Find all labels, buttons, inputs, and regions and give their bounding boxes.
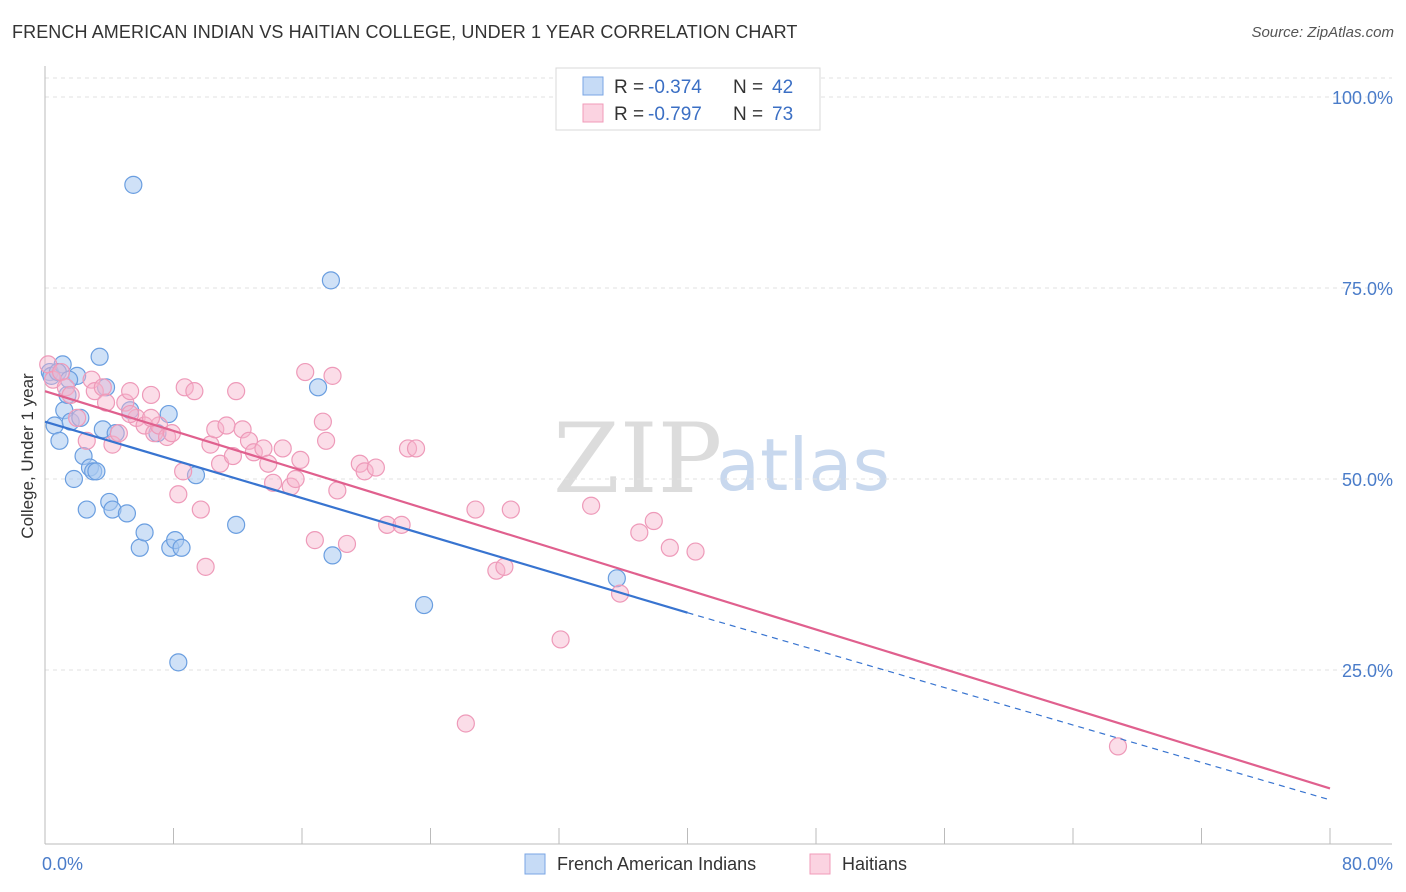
trend-lines: [44, 390, 1331, 801]
haitians-point-64: [582, 496, 601, 515]
haitians-point-26: [191, 500, 210, 519]
haitians-point-50: [337, 534, 357, 554]
haitians-point-12: [109, 424, 128, 443]
french-american-indians-point-25: [130, 538, 149, 557]
haitians-point-53: [366, 458, 385, 477]
legend-label-haitians: Haitians: [842, 854, 907, 874]
haitians-point-42: [286, 469, 305, 489]
haitians-point-43: [291, 450, 310, 469]
y-tick-label-0: 100.0%: [1332, 88, 1393, 108]
french-american-indians-point-12: [77, 500, 96, 519]
stats-r-label-pink: R =: [614, 104, 644, 125]
x-tick-label-1: 80.0%: [1342, 854, 1393, 874]
haitians-point-57: [406, 439, 426, 458]
haitians-point-9: [93, 378, 112, 397]
french-american-indians-point-16: [90, 347, 109, 366]
french-american-indians-point-3: [50, 431, 69, 450]
french-american-indians-point-15: [87, 462, 106, 481]
haitians-point-34: [233, 420, 252, 439]
haitians-point-29: [206, 420, 225, 439]
watermark: ZIP atlas: [553, 403, 890, 515]
haitians-point-31: [217, 416, 236, 435]
haitians-point-58: [456, 714, 475, 733]
haitians-point-45: [305, 531, 324, 550]
chart-title: FRENCH AMERICAN INDIAN VS HAITIAN COLLEG…: [12, 22, 798, 42]
french-american-indians-point-36: [321, 271, 341, 290]
french-american-indians-point-37: [323, 546, 342, 565]
french-american-indians-point-24: [124, 175, 143, 194]
french-american-indians-point-22: [117, 504, 137, 523]
french-american-indians-point-38: [414, 595, 434, 615]
x-tick-label-0: 0.0%: [42, 854, 83, 874]
french-american-indians-point-35: [308, 378, 328, 397]
haitians-point-17: [141, 385, 161, 405]
trend-line-french-american-indians-extension: [687, 612, 1331, 801]
y-axis-label: College, Under 1 year: [18, 373, 37, 539]
haitians-point-22: [169, 485, 188, 504]
haitians-point-2: [51, 362, 71, 382]
haitians-point-70: [1108, 737, 1128, 756]
watermark-atlas: atlas: [716, 423, 890, 507]
haitians-point-59: [466, 500, 485, 519]
y-tick-label-2: 50.0%: [1342, 470, 1393, 490]
haitians-point-66: [630, 523, 649, 542]
haitians-point-27: [196, 557, 215, 576]
watermark-zip: ZIP: [553, 403, 722, 515]
stats-r-value-pink: -0.797: [648, 104, 702, 125]
tick-labels: 100.0% 75.0% 50.0% 25.0% 0.0% 80.0%: [42, 88, 1393, 874]
haitians-point-37: [254, 439, 273, 458]
legend-label-french-american-indians: French American Indians: [557, 854, 756, 874]
haitians-point-46: [313, 412, 332, 431]
haitians-point-44: [296, 362, 315, 382]
haitians-point-4: [61, 385, 80, 405]
french-american-indians-point-31: [169, 653, 188, 672]
french-american-indians-point-34: [227, 515, 246, 534]
haitians-point-47: [316, 431, 336, 450]
stats-legend: R = -0.374 N = 42 R = -0.797 N = 73: [555, 67, 821, 131]
french-american-indians-point-8: [64, 469, 84, 489]
haitians-point-5: [68, 408, 87, 427]
haitians-point-14: [121, 382, 140, 401]
haitians-point-25: [185, 382, 204, 401]
series-french-american-indians: [40, 175, 626, 672]
haitians-point-6: [77, 431, 96, 450]
haitians-point-69: [686, 542, 705, 561]
stats-n-value-pink: 73: [772, 104, 793, 125]
stats-n-value-blue: 42: [772, 77, 793, 98]
haitians-point-39: [263, 473, 283, 492]
trend-line-french-american-indians: [44, 420, 688, 614]
stats-r-value-blue: -0.374: [648, 77, 702, 98]
haitians-point-32: [223, 446, 243, 466]
stats-n-label-blue: N =: [733, 77, 763, 98]
series-legend: French American Indians Haitians: [524, 853, 907, 875]
stats-legend-swatch-pink: [582, 103, 604, 123]
stats-n-label-pink: N =: [733, 104, 763, 125]
y-tick-label-3: 25.0%: [1342, 661, 1393, 681]
haitians-point-35: [239, 431, 259, 450]
haitians-point-62: [501, 500, 520, 519]
gridlines: [45, 77, 1392, 671]
french-american-indians-point-26: [135, 523, 154, 542]
axes: [44, 66, 1392, 845]
haitians-point-13: [116, 393, 135, 412]
haitians-point-67: [644, 511, 663, 531]
haitians-point-40: [273, 439, 292, 458]
haitians-point-24: [175, 378, 194, 397]
french-american-indians-point-39: [607, 569, 626, 588]
y-tick-label-1: 75.0%: [1342, 279, 1393, 299]
stats-r-label-blue: R =: [614, 77, 644, 98]
legend-swatch-haitians: [809, 853, 831, 875]
source-credit: Source: ZipAtlas.com: [1251, 24, 1394, 41]
haitians-point-68: [660, 538, 679, 557]
stats-legend-swatch-blue: [582, 76, 604, 96]
legend-swatch-french-american-indians: [524, 853, 546, 875]
haitians-point-63: [551, 630, 570, 649]
french-american-indians-point-32: [172, 538, 191, 557]
trend-line-haitians: [44, 390, 1331, 790]
haitians-point-33: [227, 382, 246, 401]
haitians-point-48: [323, 366, 342, 385]
haitians-point-52: [355, 462, 374, 481]
